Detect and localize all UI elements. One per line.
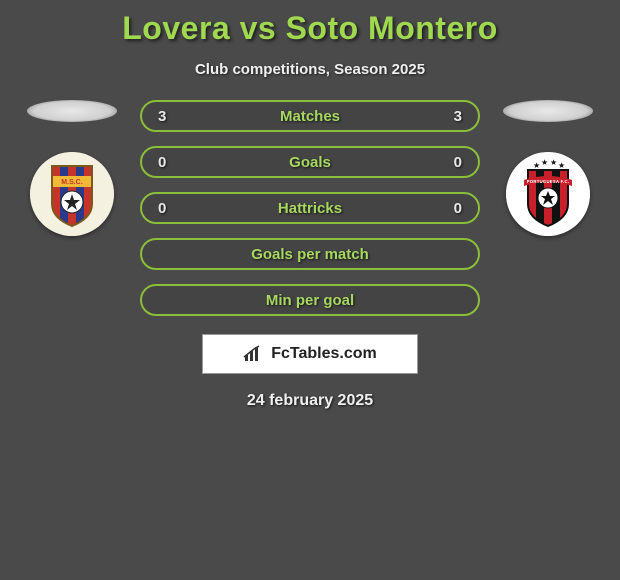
stat-right-value: 3 (442, 108, 462, 125)
stat-label: Goals (178, 154, 442, 171)
stat-row-hattricks: 0 Hattricks 0 (140, 192, 480, 224)
stat-row-min-per-goal: Min per goal (140, 284, 480, 316)
stat-row-goals-per-match: Goals per match (140, 238, 480, 270)
stat-left-value: 3 (158, 108, 178, 125)
comparison-layout: M.S.C. 3 Matches 3 0 Goals 0 0 Hattricks… (0, 100, 620, 316)
right-team-crest: ★ ★ ★ ★ PORTUGUESA F.C. (506, 152, 590, 236)
subtitle: Club competitions, Season 2025 (0, 61, 620, 78)
svg-text:★: ★ (541, 158, 548, 167)
stat-left-value: 0 (158, 154, 178, 171)
left-player-col: M.S.C. (22, 100, 122, 236)
title-player2: Soto Montero (286, 10, 498, 46)
title-player1: Lovera (122, 10, 230, 46)
bar-chart-icon (243, 345, 265, 363)
page-title: Lovera vs Soto Montero (0, 0, 620, 47)
date-line: 24 february 2025 (0, 392, 620, 410)
player-shadow-ellipse (503, 100, 593, 122)
msc-crest-icon: M.S.C. (30, 152, 114, 236)
stat-row-goals: 0 Goals 0 (140, 146, 480, 178)
svg-text:★: ★ (558, 161, 565, 170)
stat-right-value: 0 (442, 154, 462, 171)
portuguesa-crest-icon: ★ ★ ★ ★ PORTUGUESA F.C. (506, 152, 590, 236)
brand-watermark: FcTables.com (202, 334, 418, 374)
svg-text:PORTUGUESA F.C.: PORTUGUESA F.C. (527, 179, 570, 184)
right-player-col: ★ ★ ★ ★ PORTUGUESA F.C. (498, 100, 598, 236)
player-shadow-ellipse (27, 100, 117, 122)
stat-label: Hattricks (178, 200, 442, 217)
stat-left-value: 0 (158, 200, 178, 217)
brand-text: FcTables.com (271, 345, 377, 363)
svg-text:M.S.C.: M.S.C. (61, 179, 82, 186)
stat-label: Goals per match (178, 246, 442, 263)
stats-column: 3 Matches 3 0 Goals 0 0 Hattricks 0 Goal… (140, 100, 480, 316)
svg-text:★: ★ (550, 158, 557, 167)
left-team-crest: M.S.C. (30, 152, 114, 236)
title-vs: vs (240, 10, 277, 46)
stat-right-value: 0 (442, 200, 462, 217)
stat-label: Matches (178, 108, 442, 125)
stat-label: Min per goal (178, 292, 442, 309)
svg-text:★: ★ (533, 161, 540, 170)
stat-row-matches: 3 Matches 3 (140, 100, 480, 132)
